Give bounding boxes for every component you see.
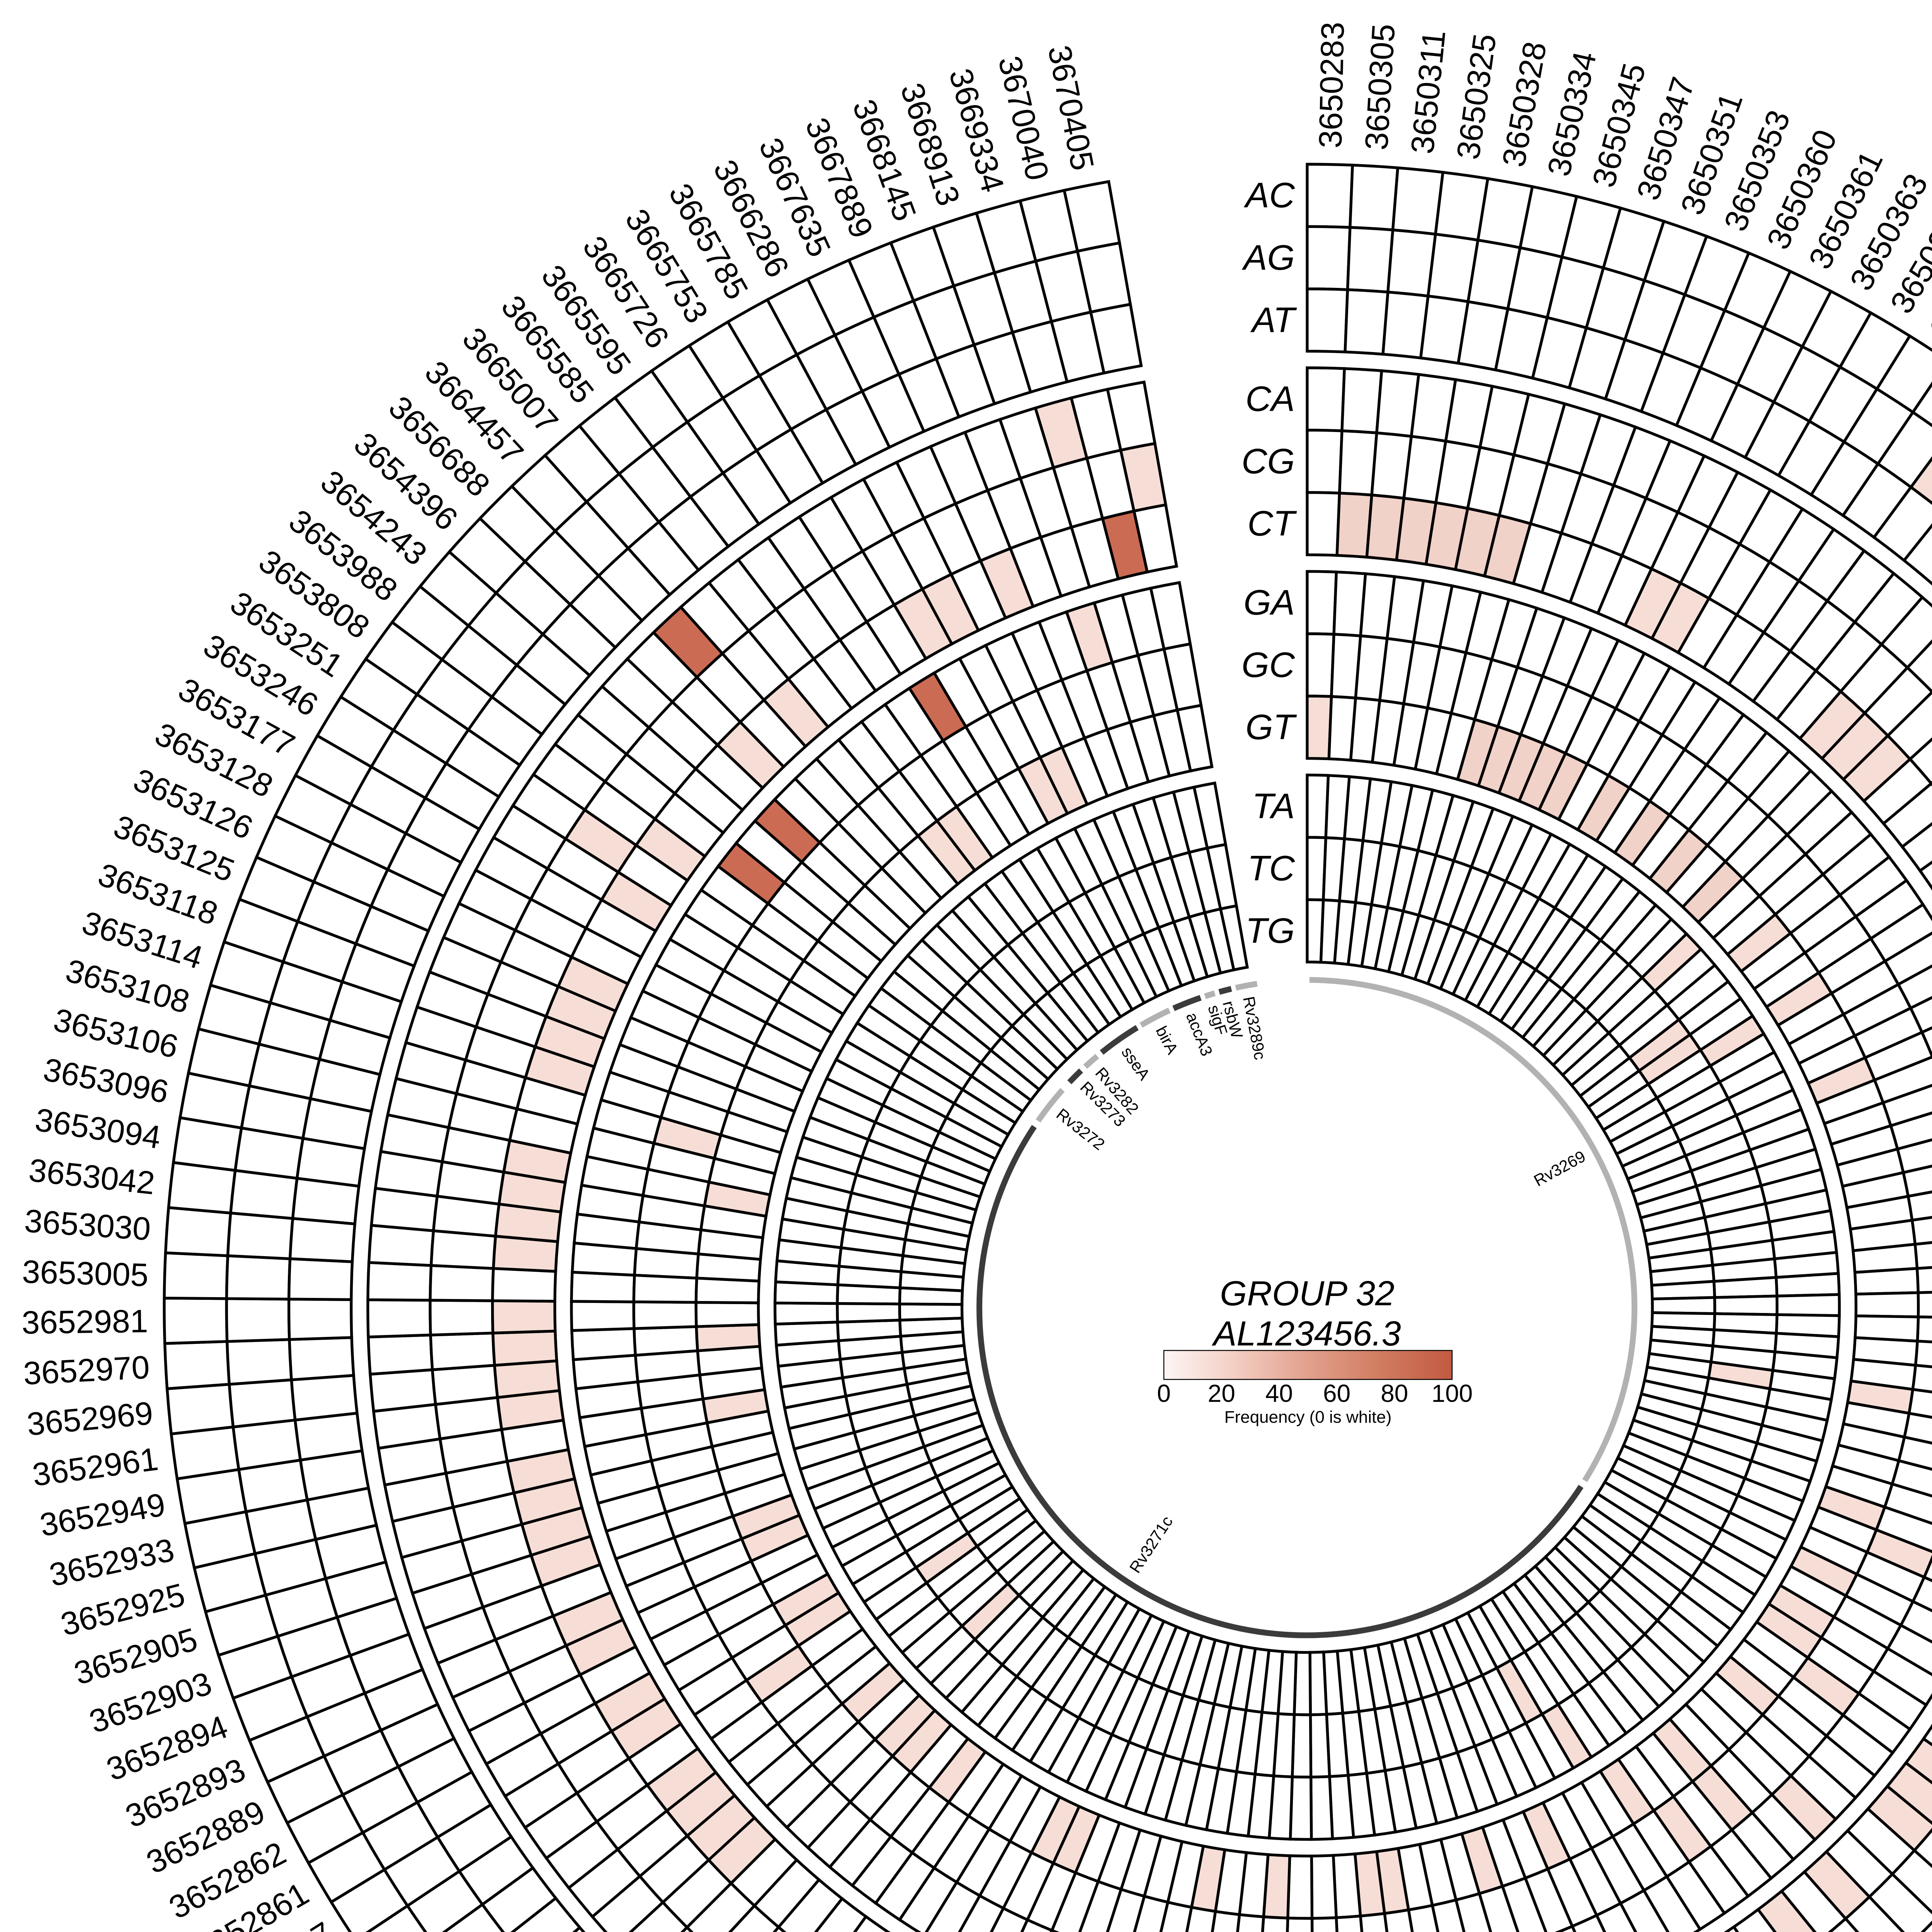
svg-text:TA: TA — [1252, 786, 1295, 826]
svg-text:GROUP 32: GROUP 32 — [1220, 1274, 1395, 1313]
svg-text:TC: TC — [1247, 849, 1295, 888]
svg-text:20: 20 — [1208, 1379, 1235, 1407]
svg-text:AG: AG — [1242, 238, 1295, 277]
svg-text:0: 0 — [1157, 1379, 1171, 1407]
svg-text:3652970: 3652970 — [22, 1349, 150, 1392]
svg-text:CT: CT — [1247, 504, 1297, 543]
svg-text:100: 100 — [1432, 1379, 1473, 1407]
svg-text:3652981: 3652981 — [22, 1303, 148, 1341]
svg-text:Frequency (0 is white): Frequency (0 is white) — [1225, 1408, 1392, 1427]
svg-text:3650305: 3650305 — [1358, 23, 1401, 151]
svg-text:CG: CG — [1242, 442, 1295, 481]
svg-text:GT: GT — [1245, 707, 1297, 747]
svg-text:3653030: 3653030 — [23, 1202, 152, 1247]
svg-text:80: 80 — [1381, 1379, 1408, 1407]
svg-text:AT: AT — [1250, 300, 1297, 340]
svg-text:3650283: 3650283 — [1312, 22, 1351, 149]
svg-text:60: 60 — [1323, 1379, 1350, 1407]
svg-text:AC: AC — [1243, 176, 1295, 215]
svg-text:GC: GC — [1242, 645, 1295, 685]
svg-text:AL123456.3: AL123456.3 — [1211, 1315, 1401, 1353]
svg-text:TG: TG — [1245, 911, 1295, 951]
svg-text:GA: GA — [1243, 583, 1295, 622]
svg-text:3653005: 3653005 — [22, 1253, 149, 1293]
svg-text:40: 40 — [1265, 1379, 1293, 1407]
svg-text:CA: CA — [1245, 379, 1295, 419]
